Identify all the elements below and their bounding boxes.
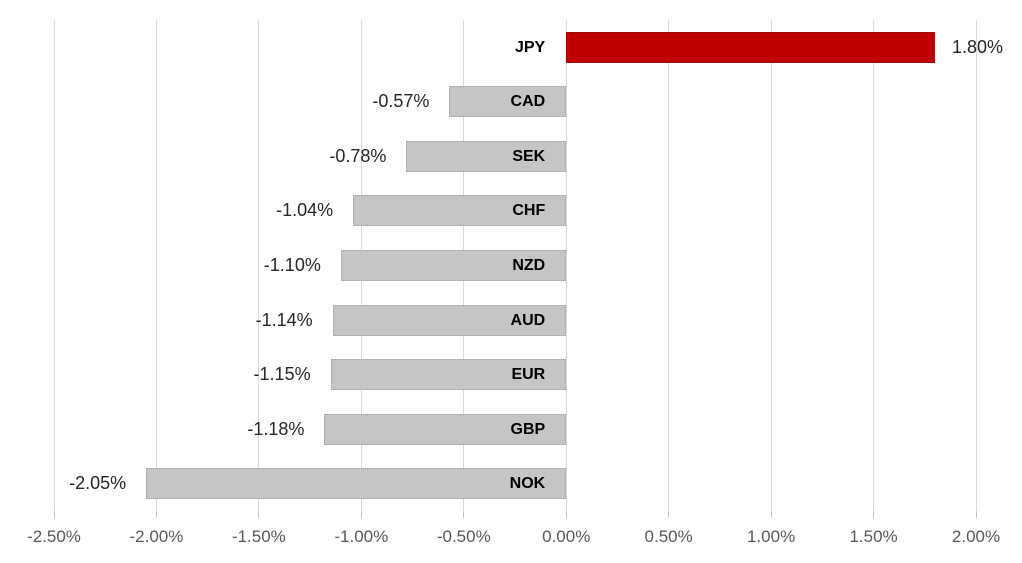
category-label-cad: CAD: [510, 93, 546, 111]
category-label-chf: CHF: [512, 202, 546, 220]
x-axis-tick-label: 0.00%: [542, 527, 591, 546]
axis-tick-mark: [463, 511, 465, 518]
axis-tick-mark: [155, 511, 157, 518]
vertical-gridline: [53, 20, 55, 511]
axis-tick-mark: [770, 511, 772, 518]
x-axis-tick-label: -2.50%: [27, 527, 81, 546]
bar-jpy: [566, 31, 936, 63]
value-label-jpy: 1.80%: [952, 36, 1004, 57]
axis-tick-mark: [668, 511, 670, 518]
axis-tick-mark: [975, 511, 977, 518]
category-label-sek: SEK: [512, 147, 546, 165]
value-label-nzd: -1.10%: [263, 255, 321, 275]
axis-tick-mark: [873, 511, 875, 518]
vertical-gridline: [975, 20, 977, 511]
value-label-eur: -1.15%: [253, 364, 311, 385]
axis-tick-mark: [53, 511, 55, 518]
axis-tick-mark: [258, 511, 260, 518]
category-label-nzd: NZD: [512, 257, 546, 274]
value-label-chf: -1.04%: [276, 200, 334, 221]
vertical-gridline: [258, 20, 260, 511]
category-label-aud: AUD: [510, 311, 546, 329]
value-label-gbp: -1.18%: [247, 418, 305, 439]
category-label-nok: NOK: [509, 475, 546, 493]
x-axis-tick-label: 2.00%: [951, 527, 1001, 546]
vertical-gridline: [155, 20, 157, 511]
x-axis-tick-label: 0.50%: [644, 527, 693, 546]
x-axis-tick-label: -1.00%: [334, 527, 389, 546]
x-axis-tick-label: -0.50%: [436, 527, 491, 546]
bar-cad: [449, 86, 567, 118]
x-axis-tick-label: 1.50%: [849, 527, 898, 546]
bar-gbp: [324, 413, 567, 445]
x-axis-tick-label: 1.00%: [747, 527, 796, 546]
category-label-eur: EUR: [511, 366, 546, 384]
value-label-aud: -1.14%: [255, 309, 313, 330]
x-axis-tick-label: -1.50%: [231, 527, 286, 546]
vertical-gridline: [873, 20, 875, 511]
bar-chf: [353, 195, 567, 227]
bar-nok: [146, 468, 567, 500]
bar-aud: [332, 304, 567, 336]
axis-tick-mark: [360, 511, 362, 518]
value-label-cad: -0.57%: [372, 91, 430, 112]
vertical-gridline: [565, 20, 567, 511]
category-label-gbp: GBP: [510, 420, 546, 438]
bar-sek: [406, 140, 567, 172]
vertical-gridline: [770, 20, 772, 511]
value-label-sek: -0.78%: [329, 145, 387, 166]
category-label-jpy: JPY: [514, 38, 546, 56]
vertical-gridline: [668, 20, 670, 511]
x-axis-tick-label: -2.00%: [129, 527, 184, 546]
bar-eur: [330, 359, 567, 391]
value-label-nok: -2.05%: [69, 473, 127, 494]
axis-tick-mark: [565, 511, 567, 518]
bar-nzd: [340, 250, 567, 281]
